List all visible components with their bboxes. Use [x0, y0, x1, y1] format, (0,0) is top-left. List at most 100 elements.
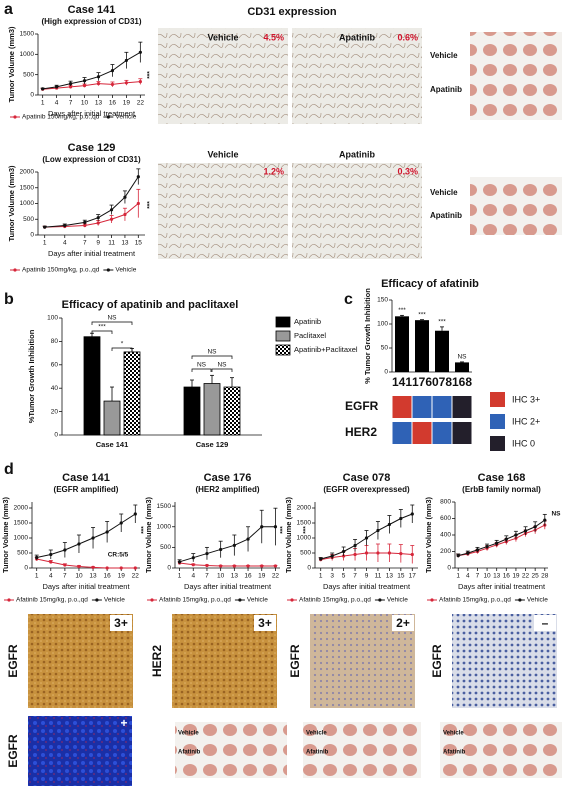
line-series: [36, 513, 136, 558]
legend-label: Vehicle: [115, 267, 136, 274]
legend-swatch: [106, 115, 110, 119]
y-axis-label: Tumor Volume (mm3): [7, 165, 16, 241]
annotation: ***: [280, 526, 287, 534]
y-tick-label: 150: [377, 297, 388, 304]
legend-swatch: [150, 598, 154, 602]
significance-bracket: [91, 321, 133, 325]
y-tick-label: 80: [51, 338, 59, 345]
panel-letter: a: [4, 1, 13, 18]
point: [543, 518, 547, 522]
x-tick-label: 9: [365, 573, 369, 580]
legend-label: Afatinib 15mg/kg, p.o.,qd: [439, 597, 511, 604]
y-tick-label: 1500: [20, 31, 35, 38]
ihc-marker: EGFR: [430, 644, 444, 678]
bar: [123, 351, 141, 436]
point: [330, 554, 334, 558]
x-axis-label: Days after initial treatment: [184, 582, 272, 591]
ihc-cell: [392, 396, 412, 418]
ihc-row-label: EGFR: [345, 399, 379, 413]
tumor-photo: [470, 177, 562, 235]
y-tick-label: 500: [23, 216, 34, 223]
point: [110, 82, 115, 87]
x-tick-label: 7: [63, 573, 67, 580]
point: [96, 221, 100, 225]
cd31-image: [292, 28, 422, 124]
point: [504, 537, 508, 541]
y-tick-label: 1500: [14, 520, 29, 527]
point: [83, 223, 87, 228]
line-series: [44, 176, 139, 228]
legend-swatch: [275, 330, 291, 342]
chart-title: Case 141: [62, 472, 110, 484]
image-header: Vehicle: [207, 32, 238, 42]
bar: [455, 362, 469, 372]
legend-swatch: [430, 598, 434, 602]
chart-title: Case 078: [343, 472, 391, 484]
y-tick-label: 0: [24, 565, 28, 572]
point: [63, 563, 67, 567]
tumor-photo: [175, 722, 287, 778]
x-tick-label: 1: [35, 573, 39, 580]
legend-label: Apatinib+Paclitaxel: [294, 345, 358, 354]
x-tick-label: Case 129: [196, 440, 229, 449]
line-series: [42, 81, 141, 90]
ihc-marker: EGFR: [288, 644, 302, 678]
fish-marker: EGFR: [6, 734, 20, 768]
point: [456, 554, 460, 558]
legend-label: Apatinib: [294, 317, 321, 326]
point: [260, 564, 264, 568]
x-tick-label: 22: [272, 573, 280, 580]
point: [475, 548, 480, 552]
point: [219, 564, 223, 568]
cd31-percent: 0.3%: [397, 166, 418, 176]
bar: [203, 383, 221, 436]
y-axis-label: Tumor Volume (mm3): [7, 26, 16, 102]
legend-label: Vehicle: [115, 114, 136, 121]
point: [410, 552, 414, 557]
point: [91, 536, 95, 540]
chart-title: Efficacy of apatinib and paclitaxel: [62, 299, 239, 311]
x-tick-label: 11: [108, 240, 115, 247]
y-tick-label: 2000: [20, 169, 35, 176]
ihc-cell: [432, 396, 452, 418]
image-header: Apatinib: [339, 32, 375, 42]
x-tick-label: 168: [452, 375, 472, 389]
x-tick-label: 7: [205, 573, 209, 580]
score-box: [392, 615, 414, 631]
photo-label: Vehicle: [178, 731, 199, 737]
y-axis-label: Tumor Volume (mm3): [284, 497, 293, 573]
significance-label: NS: [207, 349, 217, 356]
point: [246, 537, 250, 541]
cd31-image: [292, 163, 422, 259]
x-tick-label: 15: [135, 240, 143, 247]
point: [96, 75, 101, 79]
y-tick-label: 0: [167, 565, 171, 572]
ihc-marker: HER2: [150, 645, 164, 677]
point: [514, 533, 518, 537]
point: [232, 564, 236, 568]
photo-label: Afatinib: [306, 750, 329, 756]
x-tick-label: 15: [397, 573, 405, 580]
x-tick-label: 9: [96, 240, 100, 247]
x-tick-label: 25: [532, 573, 540, 580]
legend-label: IHC 3+: [512, 394, 540, 404]
point: [124, 81, 128, 85]
y-tick-label: 1000: [20, 51, 35, 58]
line-series: [179, 562, 276, 567]
ihc-row-label: HER2: [345, 425, 377, 439]
point: [138, 79, 142, 84]
point: [77, 542, 81, 546]
y-tick-label: 20: [51, 408, 59, 415]
point: [109, 208, 114, 212]
ihc-cell: [452, 396, 472, 418]
point: [260, 525, 264, 529]
photo-label: Vehicle: [430, 188, 458, 197]
ihc-score: –: [542, 616, 549, 630]
point: [387, 551, 391, 555]
legend-label: IHC 0: [512, 438, 535, 448]
legend-label: Vehicle: [387, 597, 408, 604]
y-tick-label: 500: [160, 544, 171, 551]
point: [466, 551, 470, 555]
x-tick-label: 5: [342, 573, 346, 580]
score-box: [534, 615, 556, 631]
